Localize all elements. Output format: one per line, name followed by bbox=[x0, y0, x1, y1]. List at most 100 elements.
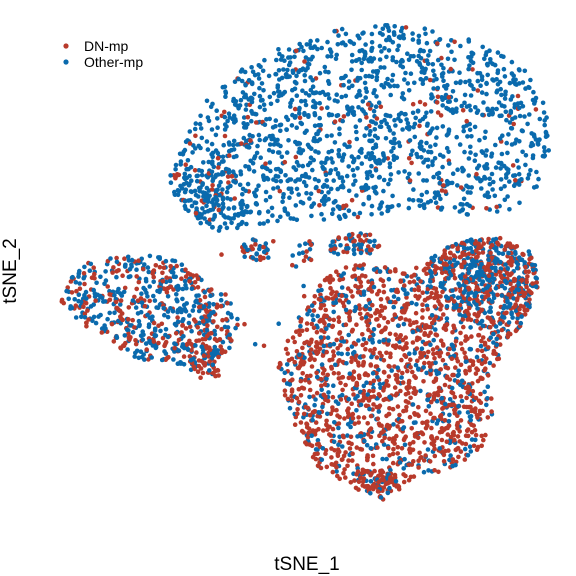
point-dn-mp bbox=[505, 241, 511, 246]
point-other-mp bbox=[343, 293, 349, 299]
point-dn-mp bbox=[332, 246, 337, 251]
point-dn-mp bbox=[533, 107, 539, 112]
point-other-mp bbox=[468, 190, 473, 195]
point-dn-mp bbox=[387, 436, 392, 442]
point-other-mp bbox=[509, 311, 514, 317]
point-other-mp bbox=[438, 284, 444, 289]
point-dn-mp bbox=[409, 160, 414, 166]
point-other-mp bbox=[178, 162, 183, 167]
point-other-mp bbox=[357, 88, 362, 94]
point-other-mp bbox=[436, 193, 442, 198]
point-dn-mp bbox=[174, 173, 179, 179]
point-dn-mp bbox=[301, 361, 306, 367]
point-dn-mp bbox=[422, 440, 427, 445]
point-other-mp bbox=[153, 344, 159, 350]
point-other-mp bbox=[506, 320, 512, 325]
point-other-mp bbox=[459, 378, 465, 384]
point-other-mp bbox=[474, 176, 480, 181]
point-dn-mp bbox=[253, 120, 259, 125]
point-dn-mp bbox=[322, 382, 328, 387]
point-other-mp bbox=[466, 270, 472, 276]
point-other-mp bbox=[325, 54, 330, 59]
point-dn-mp bbox=[423, 453, 428, 458]
point-other-mp bbox=[367, 306, 373, 312]
point-dn-mp bbox=[335, 413, 340, 418]
point-dn-mp bbox=[489, 409, 494, 414]
point-other-mp bbox=[484, 91, 489, 97]
point-dn-mp bbox=[312, 409, 317, 414]
point-dn-mp bbox=[365, 323, 371, 328]
point-other-mp bbox=[473, 263, 478, 269]
point-other-mp bbox=[204, 327, 210, 333]
point-other-mp bbox=[140, 337, 146, 342]
point-dn-mp bbox=[434, 345, 440, 350]
point-dn-mp bbox=[452, 275, 458, 281]
point-other-mp bbox=[77, 268, 82, 274]
point-other-mp bbox=[391, 294, 397, 299]
point-other-mp bbox=[235, 316, 240, 322]
point-other-mp bbox=[251, 169, 257, 174]
point-other-mp bbox=[231, 216, 236, 221]
point-dn-mp bbox=[444, 439, 450, 445]
point-other-mp bbox=[514, 158, 520, 164]
point-other-mp bbox=[439, 62, 444, 68]
point-dn-mp bbox=[473, 371, 479, 376]
point-dn-mp bbox=[350, 411, 356, 417]
point-other-mp bbox=[377, 174, 383, 180]
point-dn-mp bbox=[392, 312, 398, 318]
point-other-mp bbox=[363, 95, 369, 100]
point-other-mp bbox=[417, 203, 423, 209]
point-dn-mp bbox=[313, 344, 319, 349]
point-other-mp bbox=[354, 408, 359, 413]
point-dn-mp bbox=[73, 303, 79, 309]
point-dn-mp bbox=[321, 428, 326, 433]
point-dn-mp bbox=[120, 273, 125, 279]
point-other-mp bbox=[410, 110, 416, 116]
point-other-mp bbox=[215, 125, 220, 130]
point-other-mp bbox=[370, 371, 376, 376]
point-other-mp bbox=[514, 265, 520, 271]
point-other-mp bbox=[461, 128, 467, 134]
point-dn-mp bbox=[134, 286, 139, 292]
point-dn-mp bbox=[451, 253, 457, 258]
point-other-mp bbox=[175, 309, 180, 315]
point-other-mp bbox=[201, 304, 207, 309]
point-dn-mp bbox=[475, 367, 481, 373]
point-dn-mp bbox=[201, 353, 207, 359]
point-dn-mp bbox=[523, 264, 528, 270]
point-other-mp bbox=[256, 76, 262, 81]
point-other-mp bbox=[458, 201, 464, 207]
point-dn-mp bbox=[426, 349, 431, 355]
point-dn-mp bbox=[197, 331, 202, 336]
point-other-mp bbox=[76, 274, 81, 279]
point-dn-mp bbox=[473, 395, 479, 401]
point-other-mp bbox=[349, 59, 355, 64]
point-other-mp bbox=[165, 334, 171, 340]
point-dn-mp bbox=[388, 475, 394, 480]
point-other-mp bbox=[450, 89, 456, 94]
point-other-mp bbox=[273, 167, 279, 172]
point-other-mp bbox=[324, 133, 330, 139]
point-dn-mp bbox=[445, 432, 451, 437]
point-other-mp bbox=[229, 220, 234, 226]
point-dn-mp bbox=[438, 367, 444, 372]
point-other-mp bbox=[276, 68, 282, 73]
point-other-mp bbox=[520, 80, 526, 85]
point-other-mp bbox=[444, 304, 450, 309]
point-other-mp bbox=[308, 191, 314, 196]
point-other-mp bbox=[128, 274, 133, 279]
point-other-mp bbox=[331, 439, 337, 445]
point-other-mp bbox=[351, 247, 357, 253]
point-other-mp bbox=[82, 315, 88, 320]
point-other-mp bbox=[484, 162, 490, 167]
point-dn-mp bbox=[497, 235, 503, 241]
point-other-mp bbox=[380, 26, 386, 32]
point-dn-mp bbox=[301, 258, 307, 264]
point-other-mp bbox=[351, 109, 357, 115]
point-other-mp bbox=[79, 314, 84, 320]
point-dn-mp bbox=[483, 267, 489, 273]
point-other-mp bbox=[401, 35, 407, 41]
point-dn-mp bbox=[334, 269, 339, 275]
point-other-mp bbox=[445, 82, 450, 88]
point-dn-mp bbox=[318, 376, 324, 382]
